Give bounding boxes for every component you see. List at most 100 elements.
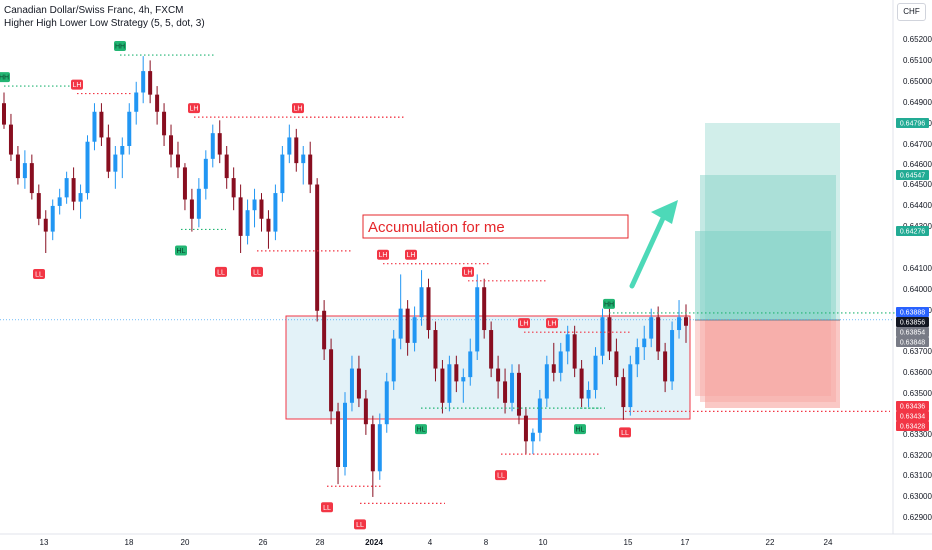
time-tick-label: 22 [766,538,775,547]
candle [461,368,466,403]
candle-body [572,334,577,369]
candle-body [231,178,236,198]
candle-body [447,364,452,403]
candle [280,146,285,202]
candle [113,146,118,189]
candle [572,325,577,378]
candle [635,338,640,378]
candle [169,124,174,168]
candle-body [405,308,410,343]
candle-body [684,317,688,326]
swing-marker-bg [321,502,333,513]
time-axis-layer: 13 18 20 26 28 2024 4 8 10 15 17 22 24 [40,538,833,547]
candle-body [551,364,556,373]
swing-marker-label: LL [217,269,225,276]
candle [433,321,438,382]
swing-marker-label: LL [621,430,629,437]
candle-body [189,199,194,219]
candle [377,413,382,480]
swing-marker-bg [114,41,126,52]
price-tag: 0.63848 [896,337,929,347]
candle-body [169,135,174,155]
price-tick-label: 0.63100 [903,471,932,480]
candle-body [670,330,675,382]
candle [308,141,313,194]
swing-marker-label: LL [323,505,331,512]
candle [92,103,97,151]
candle-body [15,154,20,179]
candle-body [175,154,180,168]
candle [454,355,459,393]
swing-marker-ll: LL [251,266,263,277]
price-tag-label: 0.63428 [900,424,925,431]
price-tag-bg [896,170,929,180]
candle [447,355,452,412]
candle-body [398,308,403,339]
price-tag-label: 0.63436 [900,404,925,411]
price-tag-label: 0.63434 [900,414,925,421]
candle-body [162,111,167,136]
swing-marker-bg [175,245,187,256]
swing-marker-label: HH [0,75,9,82]
swing-marker-lh: LH [292,103,304,114]
candle-body [621,377,626,408]
candle [607,308,612,360]
price-tag: 0.63854 [896,327,929,337]
candle-body [322,310,327,350]
candle-body [537,398,542,433]
candle-body [127,111,132,146]
candle [356,355,361,408]
swing-marker-bg [0,72,10,83]
candle-body [134,92,139,112]
currency-selector[interactable]: CHF [897,3,926,21]
swing-marker-label: HH [115,44,125,51]
candle-body [356,368,361,399]
candle [503,368,508,414]
swing-marker-bg [405,249,417,260]
candle-body [196,188,201,219]
swing-marker-hl: HL [574,424,586,435]
candle-body [280,154,285,194]
candle-body [412,317,417,343]
time-tick-label: 15 [624,538,633,547]
candle-body [92,111,97,142]
candle [127,103,132,155]
candle [155,86,160,125]
candle-body [329,349,334,412]
candle [565,325,570,365]
candle [663,342,668,393]
candle [349,355,354,412]
candle [36,184,41,226]
candle [189,188,194,232]
candle-body [217,133,222,155]
swing-marker-bg [215,266,227,277]
candle [287,124,292,164]
candle [642,325,647,360]
price-tick-label: 0.64600 [903,160,932,169]
time-tick-label: 4 [428,538,433,547]
candle [43,210,48,253]
candle [579,360,584,408]
swing-marker-bg [251,266,263,277]
candle [440,360,445,414]
swing-marker-bg [415,424,427,435]
annotation-box [362,214,629,239]
candle-body [2,103,6,125]
price-tag-bg [896,421,929,431]
stop-zone-2 [700,320,836,402]
candle-body [106,137,111,172]
candle [224,146,229,189]
price-tick-label: 0.63600 [903,368,932,377]
swing-marker-label: LL [35,272,43,279]
swing-marker-bg [462,266,474,277]
candle-body [579,368,584,399]
candle-body [593,355,598,390]
candle [384,372,389,433]
candle-body [301,154,306,164]
candle [530,428,535,455]
price-tick-label: 0.64700 [903,140,932,149]
swing-marker-label: LH [379,252,388,259]
swing-marker-bg [518,318,530,329]
candle [196,178,201,228]
